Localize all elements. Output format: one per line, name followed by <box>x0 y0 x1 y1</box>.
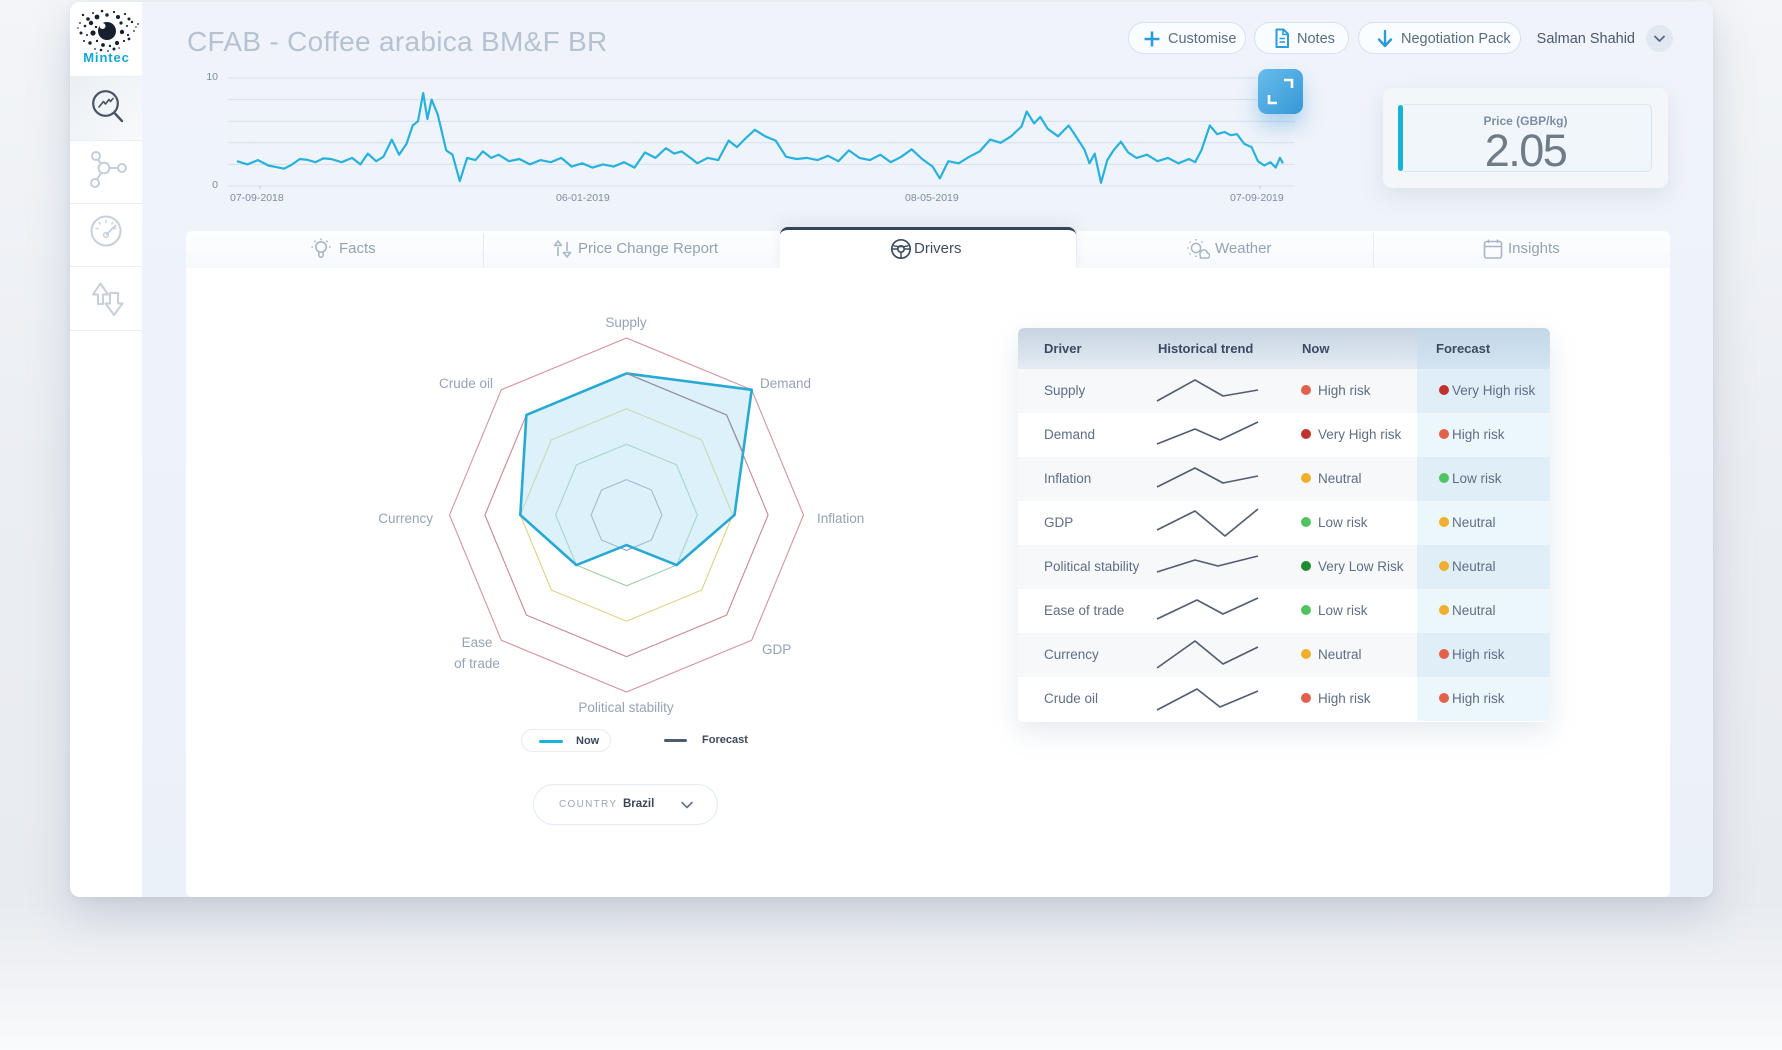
svg-text:Mintec: Mintec <box>83 50 130 65</box>
